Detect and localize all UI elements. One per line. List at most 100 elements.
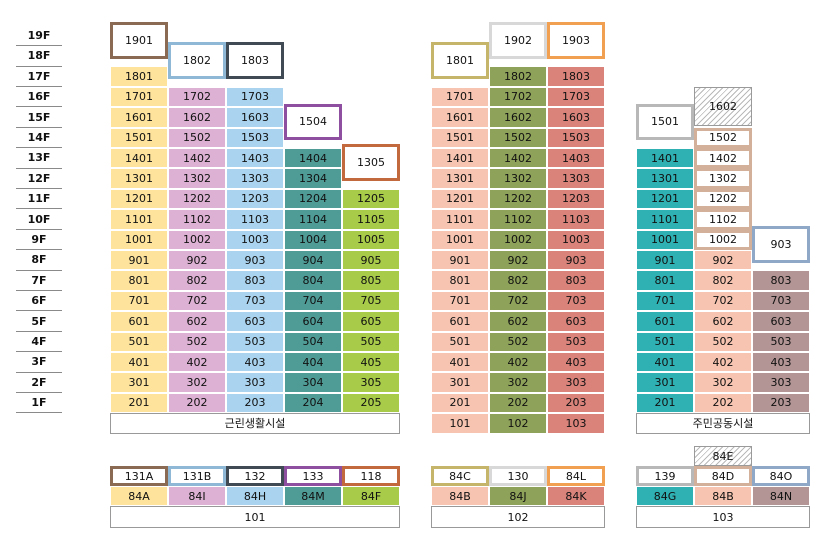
legend-type-unit: 84I bbox=[168, 486, 226, 506]
unit-cell: 1302 bbox=[489, 168, 547, 189]
unit-cell: 703 bbox=[226, 290, 284, 312]
unit-cell: 203 bbox=[226, 392, 284, 414]
unit-cell: 1701 bbox=[110, 86, 168, 108]
unit-cell: 803 bbox=[226, 270, 284, 291]
hatched-unit-cell: 1602 bbox=[694, 87, 752, 126]
unit-cell: 803 bbox=[547, 270, 605, 291]
unit-cell: 501 bbox=[110, 331, 168, 352]
unit-cell: 704 bbox=[284, 290, 342, 312]
unit-cell: 304 bbox=[284, 372, 342, 393]
unit-cell: 1501 bbox=[431, 127, 489, 148]
unit-cell: 1301 bbox=[431, 168, 489, 189]
unit-cell: 503 bbox=[226, 331, 284, 352]
unit-cell: 403 bbox=[547, 352, 605, 373]
unit-cell: 1702 bbox=[168, 86, 226, 108]
unit-cell: 201 bbox=[431, 392, 489, 414]
unit-cell: 1303 bbox=[226, 168, 284, 189]
top-unit-cell: 1504 bbox=[284, 103, 342, 141]
legend-type-code: 139 bbox=[636, 466, 694, 486]
unit-cell: 1402 bbox=[489, 148, 547, 169]
unit-cell: 1301 bbox=[110, 168, 168, 189]
unit-cell: 1203 bbox=[226, 188, 284, 210]
unit-cell: 1202 bbox=[489, 188, 547, 210]
unit-cell: 1402 bbox=[168, 148, 226, 169]
outlined-unit-cell: 1002 bbox=[694, 229, 752, 250]
unit-cell: 303 bbox=[547, 372, 605, 393]
unit-cell: 202 bbox=[489, 392, 547, 414]
unit-cell: 502 bbox=[168, 331, 226, 352]
unit-cell: 201 bbox=[110, 392, 168, 414]
legend-type-code: 131A bbox=[110, 466, 168, 486]
top-unit-cell: 1903 bbox=[547, 22, 605, 59]
legend-type-unit: 84B bbox=[431, 486, 489, 506]
floor-label: 10F bbox=[16, 209, 62, 230]
unit-cell: 605 bbox=[342, 311, 400, 332]
unit-cell: 402 bbox=[489, 352, 547, 373]
unit-cell: 501 bbox=[431, 331, 489, 352]
unit-cell: 903 bbox=[547, 250, 605, 271]
floor-label: 11F bbox=[16, 189, 62, 210]
floor-label: 16F bbox=[16, 87, 62, 108]
unit-cell: 901 bbox=[110, 250, 168, 271]
floor-label: 6F bbox=[16, 291, 62, 312]
unit-cell: 1603 bbox=[547, 107, 605, 128]
floor-label: 1F bbox=[16, 393, 62, 414]
unit-cell: 502 bbox=[694, 331, 752, 352]
unit-cell: 1001 bbox=[636, 229, 694, 250]
unit-cell: 1104 bbox=[284, 209, 342, 230]
legend-building-number: 102 bbox=[431, 506, 605, 528]
unit-cell: 1004 bbox=[284, 229, 342, 250]
unit-cell: 601 bbox=[636, 311, 694, 332]
outlined-unit-cell: 1202 bbox=[694, 188, 752, 210]
legend-type-unit: 84A bbox=[110, 486, 168, 506]
unit-cell: 1101 bbox=[431, 209, 489, 230]
legend-building-number: 101 bbox=[110, 506, 400, 528]
unit-cell: 905 bbox=[342, 250, 400, 271]
unit-cell: 1601 bbox=[431, 107, 489, 128]
outlined-unit-cell: 1502 bbox=[694, 127, 752, 148]
unit-cell: 501 bbox=[636, 331, 694, 352]
unit-cell: 301 bbox=[110, 372, 168, 393]
unit-cell: 702 bbox=[489, 290, 547, 312]
unit-cell: 1205 bbox=[342, 188, 400, 210]
unit-cell: 1001 bbox=[431, 229, 489, 250]
legend-type-unit: 84N bbox=[752, 486, 810, 506]
unit-cell: 1602 bbox=[168, 107, 226, 128]
unit-cell: 1502 bbox=[489, 127, 547, 148]
unit-cell: 401 bbox=[110, 352, 168, 373]
unit-cell: 1701 bbox=[431, 86, 489, 108]
floor-label: 5F bbox=[16, 311, 62, 332]
unit-cell: 103 bbox=[547, 413, 605, 434]
unit-cell: 701 bbox=[636, 290, 694, 312]
unit-cell: 504 bbox=[284, 331, 342, 352]
legend-type-code: 118 bbox=[342, 466, 400, 486]
unit-cell: 1801 bbox=[110, 66, 168, 87]
floor-label: 19F bbox=[16, 26, 62, 47]
unit-cell: 1002 bbox=[489, 229, 547, 250]
unit-cell: 1103 bbox=[226, 209, 284, 230]
unit-cell: 502 bbox=[489, 331, 547, 352]
unit-cell: 1102 bbox=[489, 209, 547, 230]
unit-cell: 1503 bbox=[226, 127, 284, 148]
unit-cell: 404 bbox=[284, 352, 342, 373]
unit-cell: 1702 bbox=[489, 86, 547, 108]
floor-label: 17F bbox=[16, 67, 62, 87]
unit-cell: 1204 bbox=[284, 188, 342, 210]
legend-hatched-type: 84E bbox=[694, 446, 752, 466]
unit-cell: 1105 bbox=[342, 209, 400, 230]
unit-cell: 804 bbox=[284, 270, 342, 291]
unit-cell: 604 bbox=[284, 311, 342, 332]
unit-cell: 305 bbox=[342, 372, 400, 393]
unit-cell: 302 bbox=[694, 372, 752, 393]
unit-cell: 403 bbox=[226, 352, 284, 373]
unit-cell: 303 bbox=[226, 372, 284, 393]
unit-cell: 603 bbox=[547, 311, 605, 332]
unit-cell: 902 bbox=[168, 250, 226, 271]
unit-cell: 1602 bbox=[489, 107, 547, 128]
unit-cell: 1203 bbox=[547, 188, 605, 210]
unit-cell: 802 bbox=[489, 270, 547, 291]
unit-cell: 601 bbox=[110, 311, 168, 332]
unit-cell: 202 bbox=[168, 392, 226, 414]
unit-cell: 1703 bbox=[547, 86, 605, 108]
